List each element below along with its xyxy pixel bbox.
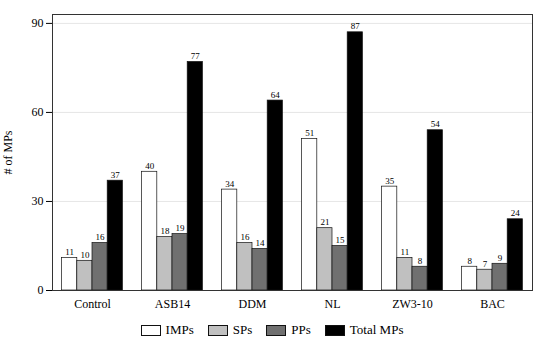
svg-text:34: 34 — [225, 179, 235, 189]
html-text:PPs: PPs — [291, 322, 311, 337]
svg-text:18: 18 — [160, 226, 170, 236]
svg-text:7: 7 — [483, 259, 488, 269]
svg-text:BAC: BAC — [480, 297, 505, 311]
svg-text:54: 54 — [431, 119, 441, 129]
svg-text:15: 15 — [336, 235, 346, 245]
html-text:SPs: SPs — [232, 322, 253, 337]
svg-text:87: 87 — [351, 21, 361, 31]
svg-text:30: 30 — [32, 194, 44, 208]
svg-text:0: 0 — [38, 283, 44, 297]
svg-text:ZW3-10: ZW3-10 — [392, 297, 433, 311]
svg-text:NL: NL — [325, 297, 341, 311]
svg-text:24: 24 — [511, 208, 521, 218]
svg-text:# of MPs: # of MPs — [1, 130, 15, 174]
svg-text:51: 51 — [305, 128, 314, 138]
svg-text:60: 60 — [32, 105, 44, 119]
svg-text:11: 11 — [65, 247, 74, 257]
svg-text:90: 90 — [32, 16, 44, 30]
svg-text:16: 16 — [96, 232, 106, 242]
svg-text:9: 9 — [498, 253, 503, 263]
svg-text:40: 40 — [145, 161, 155, 171]
svg-text:8: 8 — [467, 256, 472, 266]
svg-text:14: 14 — [256, 238, 266, 248]
svg-text:19: 19 — [176, 223, 186, 233]
svg-text:8: 8 — [418, 256, 423, 266]
svg-text:ASB14: ASB14 — [155, 297, 190, 311]
svg-text:16: 16 — [240, 232, 250, 242]
svg-text:10: 10 — [80, 250, 90, 260]
svg-text:DDM: DDM — [238, 297, 266, 311]
svg-text:77: 77 — [191, 51, 201, 61]
svg-text:37: 37 — [111, 170, 121, 180]
svg-text:11: 11 — [401, 247, 410, 257]
svg-text:21: 21 — [320, 217, 329, 227]
html-text:Total MPs: Total MPs — [349, 322, 404, 337]
svg-text:35: 35 — [385, 176, 395, 186]
svg-text:64: 64 — [271, 90, 281, 100]
svg-text:Control: Control — [74, 297, 111, 311]
html-text:IMPs: IMPs — [165, 322, 194, 337]
